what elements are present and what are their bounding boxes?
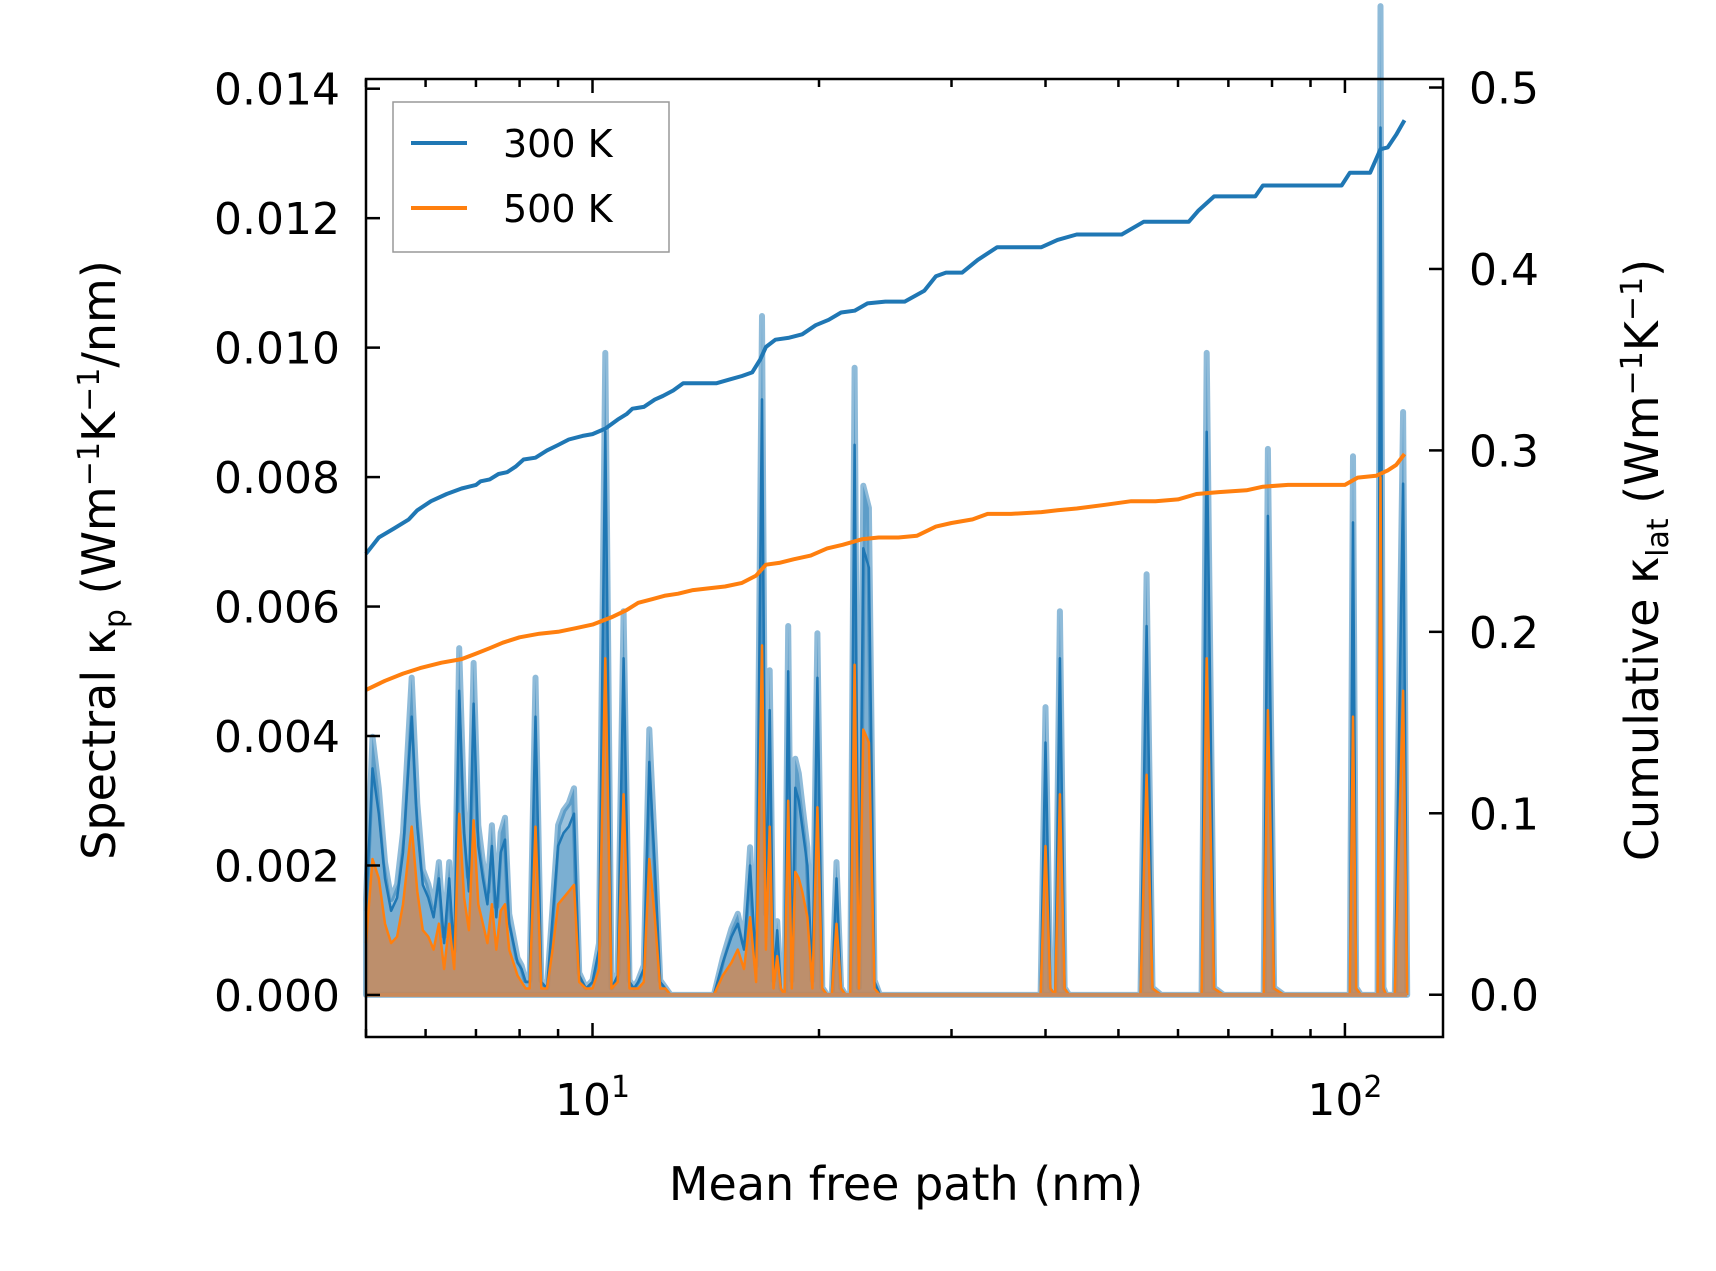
spectral-300K-line <box>364 126 1409 997</box>
spectral-layer <box>363 3 1411 998</box>
cumulative-layer <box>364 119 1407 692</box>
legend-frame <box>392 101 670 253</box>
left-y-tick-label: 0.002 <box>214 841 340 892</box>
left-y-tick-label: 0.010 <box>214 324 340 375</box>
spectral-500K-line <box>364 475 1409 997</box>
axes-layer: 0.000 0.002 0.004 0.006 0.008 0.010 0.012 0.014… <box>214 64 1539 1126</box>
legend: 300 K 500 K <box>392 101 670 253</box>
left-y-tick-label: 0.000 <box>214 971 340 1022</box>
spectral-500K-fill <box>366 477 1408 995</box>
right-y-tick-label: 0.5 <box>1469 64 1539 115</box>
right-y-tick-label: 0.1 <box>1469 789 1539 840</box>
right-y-tick-label: 0.3 <box>1469 426 1539 477</box>
spectral-300K-fill <box>366 127 1408 995</box>
right-y-tick-label: 0.4 <box>1469 245 1539 296</box>
right-y-tick-label: 0.0 <box>1469 971 1539 1022</box>
left-y-axis-title: Spectral κp (Wm−1K−1/nm) <box>72 260 133 860</box>
plot-frame <box>364 77 1445 1039</box>
right-y-tick-label: 0.2 <box>1469 608 1539 659</box>
left-y-tick-label: 0.004 <box>214 712 340 763</box>
cumulative-300K-line <box>364 119 1407 556</box>
left-y-tick-label: 0.008 <box>214 453 340 504</box>
x-tick-label: 102 <box>1307 1070 1382 1126</box>
legend-label-300K: 300 K <box>503 122 614 166</box>
left-y-tick-label: 0.014 <box>214 65 340 116</box>
legend-label-500K: 500 K <box>503 187 614 231</box>
left-y-tick-label: 0.012 <box>214 194 340 245</box>
left-y-tick-label: 0.006 <box>214 583 340 634</box>
x-axis-title: Mean free path (nm) <box>669 1157 1143 1211</box>
cumulative-500K-line <box>365 452 1407 692</box>
x-tick-label: 101 <box>555 1070 630 1126</box>
right-y-axis-title: Cumulative κlat (Wm−1K−1) <box>1615 259 1676 861</box>
